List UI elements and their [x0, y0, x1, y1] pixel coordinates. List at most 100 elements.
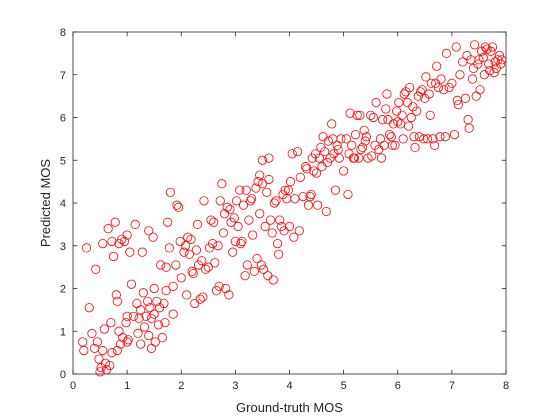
data-point	[179, 247, 189, 257]
data-point	[153, 320, 164, 330]
data-point	[490, 57, 500, 67]
data-point	[103, 224, 113, 234]
x-tick-label: 1	[124, 380, 130, 392]
data-point	[295, 172, 305, 182]
y-tick-label: 4	[60, 198, 66, 210]
data-point	[92, 337, 102, 347]
data-point	[265, 215, 276, 225]
data-point	[221, 283, 231, 294]
data-point	[237, 236, 247, 247]
data-points	[78, 40, 507, 377]
data-point	[87, 328, 97, 338]
data-point	[497, 55, 507, 65]
data-point	[433, 82, 443, 93]
data-point	[116, 339, 126, 349]
data-point	[186, 234, 196, 244]
data-point	[209, 217, 219, 227]
data-point	[424, 89, 434, 99]
data-point	[217, 179, 227, 189]
data-point	[203, 262, 213, 272]
data-point	[260, 221, 270, 232]
data-point	[150, 337, 160, 347]
data-point	[210, 258, 220, 268]
data-point	[79, 345, 89, 356]
data-point	[412, 106, 422, 116]
data-point	[356, 144, 366, 155]
y-axis-ticks: 0 1 2 3 4 5 6 7 8	[60, 27, 506, 381]
data-point	[398, 134, 408, 144]
x-tick-label: 3	[232, 380, 238, 392]
data-point	[144, 226, 154, 236]
data-point	[241, 185, 251, 195]
data-point	[478, 53, 488, 63]
data-point	[264, 153, 274, 163]
y-tick-label: 1	[60, 326, 66, 338]
y-tick-label: 3	[60, 241, 66, 253]
data-point	[258, 264, 269, 274]
data-point	[406, 112, 416, 123]
data-point	[201, 264, 211, 274]
data-point	[330, 185, 341, 195]
data-point	[231, 196, 242, 206]
data-point	[247, 194, 257, 204]
data-point	[309, 166, 319, 176]
data-point	[280, 185, 290, 195]
data-point	[255, 170, 265, 180]
data-point	[293, 147, 303, 157]
data-point	[470, 40, 480, 50]
data-point	[100, 358, 111, 368]
data-point	[301, 162, 311, 172]
data-point	[287, 149, 297, 159]
data-point	[453, 100, 463, 110]
data-point	[129, 311, 139, 321]
data-point	[252, 253, 262, 264]
data-point	[152, 296, 162, 306]
data-point	[467, 74, 478, 84]
data-point	[126, 279, 137, 289]
data-point	[195, 294, 205, 304]
data-point	[357, 142, 368, 153]
data-point	[368, 112, 378, 123]
data-point	[426, 78, 436, 88]
data-point	[447, 78, 457, 88]
data-point	[214, 281, 224, 291]
data-point	[484, 59, 494, 69]
data-point	[192, 219, 203, 229]
data-point	[130, 219, 140, 229]
data-point	[422, 134, 433, 144]
data-point	[321, 206, 331, 217]
data-point	[327, 119, 337, 129]
y-tick-label: 0	[60, 369, 66, 381]
data-point	[399, 89, 409, 99]
y-tick-label: 2	[60, 284, 66, 296]
data-point	[436, 74, 446, 84]
data-point	[157, 333, 167, 343]
data-point	[110, 217, 120, 227]
data-point	[111, 290, 121, 300]
data-point	[253, 177, 263, 187]
x-tick-label: 8	[503, 380, 509, 392]
data-point	[390, 140, 400, 150]
data-point	[121, 318, 131, 328]
data-point	[119, 236, 130, 247]
data-point	[381, 104, 391, 114]
data-point	[419, 134, 429, 144]
data-point	[94, 354, 104, 364]
data-point	[271, 196, 281, 206]
data-point	[435, 132, 445, 142]
data-point	[95, 367, 105, 377]
data-point	[98, 345, 108, 356]
data-point	[222, 202, 232, 212]
data-point	[311, 168, 322, 178]
data-point	[403, 121, 414, 131]
data-point	[283, 185, 294, 195]
data-point	[228, 247, 238, 257]
x-axis-label: Ground-truth MOS	[236, 400, 343, 415]
x-tick-label: 6	[395, 380, 401, 392]
data-point	[199, 196, 209, 206]
data-point	[377, 115, 388, 125]
data-point	[303, 200, 314, 210]
data-point	[245, 196, 256, 206]
data-point	[172, 200, 182, 210]
data-point	[255, 209, 265, 219]
